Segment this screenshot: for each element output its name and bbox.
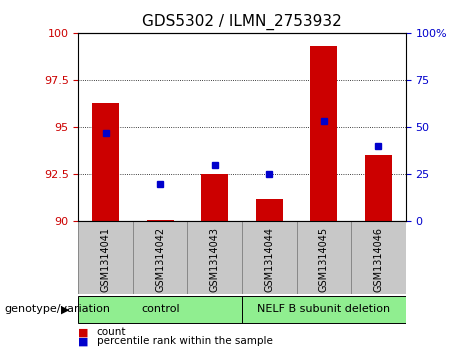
Bar <box>310 46 337 221</box>
Bar <box>188 221 242 294</box>
Bar <box>92 102 119 221</box>
Text: GSM1314043: GSM1314043 <box>210 227 220 292</box>
Text: genotype/variation: genotype/variation <box>5 305 111 314</box>
Text: ■: ■ <box>78 327 89 337</box>
Bar <box>78 221 133 294</box>
Text: control: control <box>141 305 179 314</box>
Title: GDS5302 / ILMN_2753932: GDS5302 / ILMN_2753932 <box>142 14 342 30</box>
Bar <box>242 295 406 323</box>
Bar <box>365 155 392 221</box>
Text: GSM1314046: GSM1314046 <box>373 227 384 292</box>
Bar <box>133 221 188 294</box>
Text: GSM1314042: GSM1314042 <box>155 227 165 292</box>
Bar <box>351 221 406 294</box>
Text: GSM1314044: GSM1314044 <box>264 227 274 292</box>
Text: percentile rank within the sample: percentile rank within the sample <box>97 336 273 346</box>
Bar <box>201 174 228 221</box>
Text: ■: ■ <box>78 336 89 346</box>
Bar <box>147 220 174 221</box>
Text: NELF B subunit deletion: NELF B subunit deletion <box>257 305 390 314</box>
Text: GSM1314041: GSM1314041 <box>100 227 111 292</box>
Bar <box>296 221 351 294</box>
Bar <box>256 199 283 221</box>
Text: count: count <box>97 327 126 337</box>
Text: ▶: ▶ <box>61 305 69 314</box>
Bar <box>242 221 296 294</box>
Bar <box>78 295 242 323</box>
Text: GSM1314045: GSM1314045 <box>319 227 329 292</box>
